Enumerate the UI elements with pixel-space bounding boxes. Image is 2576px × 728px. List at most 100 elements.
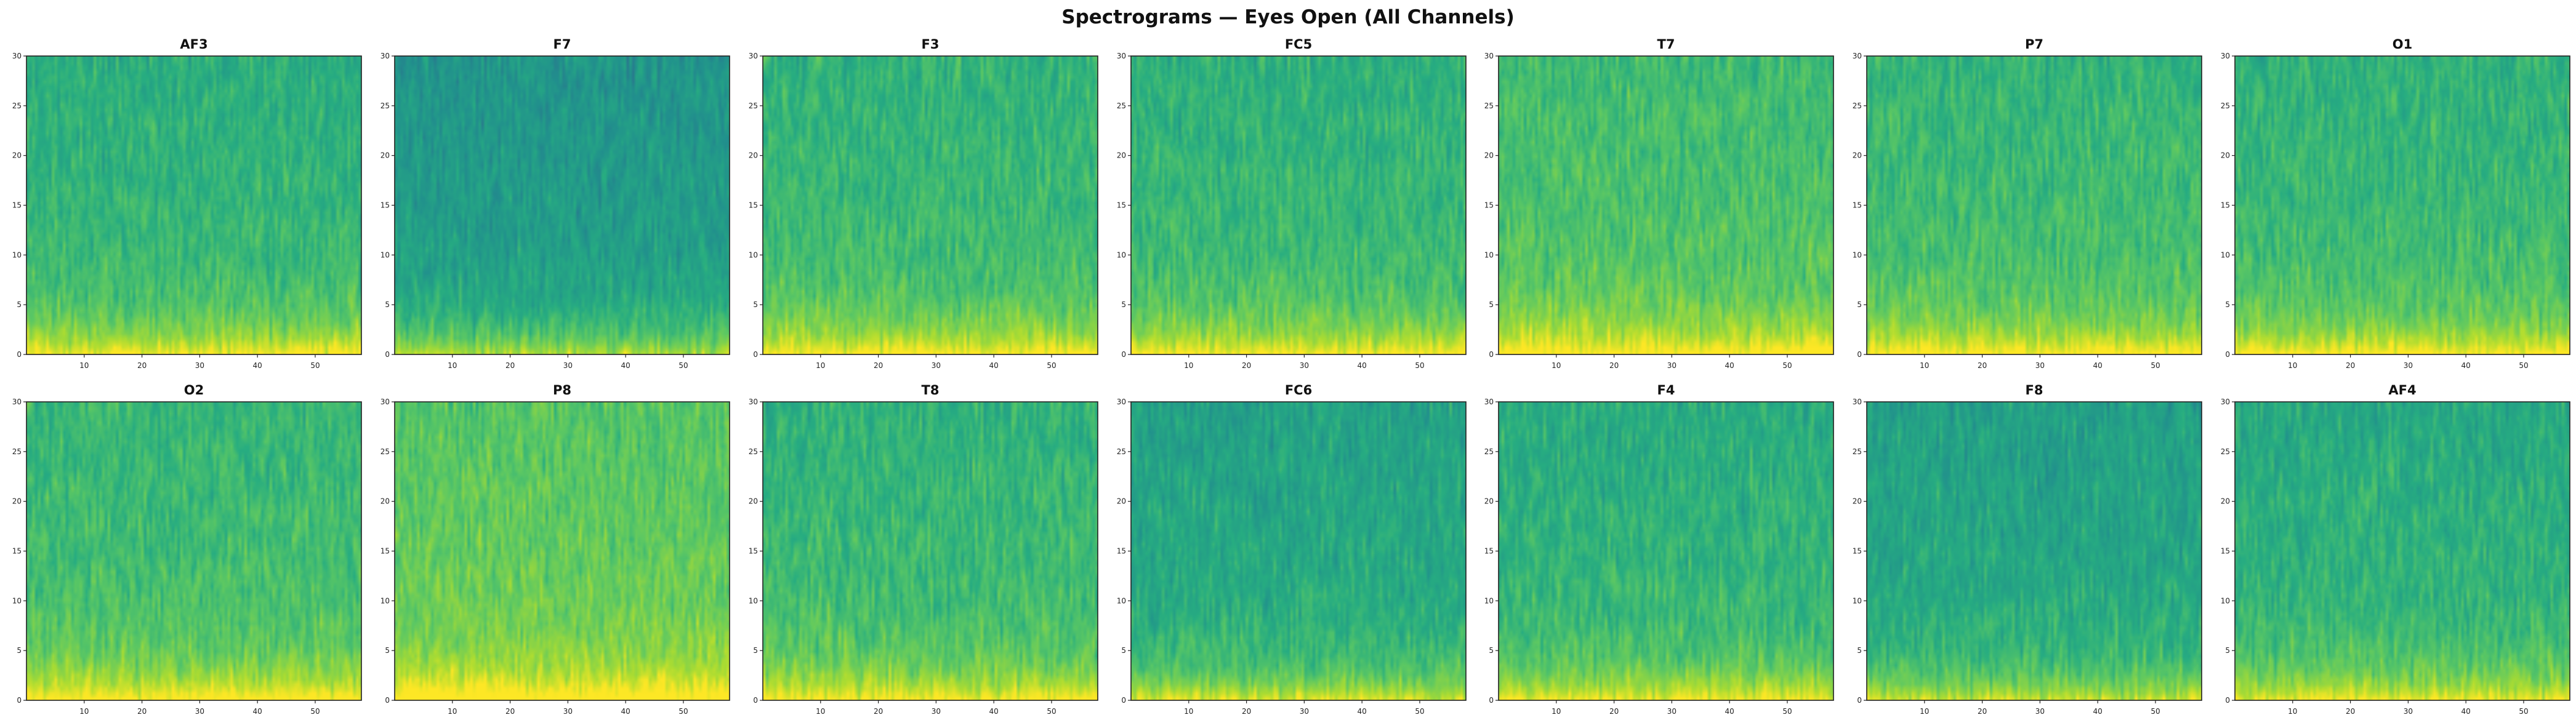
y-tick-label: 5 bbox=[753, 300, 758, 309]
x-tick-label: 40 bbox=[2093, 707, 2103, 716]
x-tick-label: 10 bbox=[2288, 707, 2297, 716]
x-tick-label: 20 bbox=[874, 707, 883, 716]
y-tick-label: 30 bbox=[2221, 52, 2230, 60]
y-tick-label: 15 bbox=[12, 201, 22, 210]
panel-title: O2 bbox=[184, 383, 204, 398]
y-tick-label: 15 bbox=[1853, 547, 1862, 556]
panel-title: AF4 bbox=[2388, 383, 2416, 398]
x-tick-label: 20 bbox=[1242, 361, 1251, 370]
y-tick-label: 10 bbox=[1117, 250, 1126, 259]
y-tick-label: 0 bbox=[1489, 696, 1494, 705]
y-tick-label: 20 bbox=[1484, 151, 1494, 160]
panel-p7: P7 0 5 10 15 20 25 30 10 20 30 40 50 bbox=[1853, 37, 2202, 370]
panel-fc6: FC6 0 5 10 15 20 25 30 10 20 30 40 50 bbox=[1117, 383, 1467, 716]
y-tick-label: 25 bbox=[12, 102, 22, 110]
y-tick-label: 0 bbox=[2225, 350, 2230, 359]
y-tick-label: 20 bbox=[1484, 497, 1494, 506]
x-tick-label: 10 bbox=[1184, 707, 1193, 716]
panel-title: F4 bbox=[1657, 383, 1675, 398]
x-tick-label: 20 bbox=[505, 707, 515, 716]
x-tick-label: 10 bbox=[816, 361, 825, 370]
y-tick-label: 25 bbox=[380, 102, 390, 110]
panel-f4: F4 0 5 10 15 20 25 30 10 20 30 40 50 bbox=[1484, 383, 1834, 716]
y-tick-label: 30 bbox=[1853, 52, 1862, 60]
x-tick-label: 40 bbox=[989, 707, 999, 716]
x-tick-label: 10 bbox=[79, 707, 89, 716]
y-tick-label: 25 bbox=[749, 102, 758, 110]
x-tick-label: 40 bbox=[253, 707, 262, 716]
y-tick-label: 15 bbox=[380, 201, 390, 210]
x-tick-label: 30 bbox=[1667, 707, 1676, 716]
x-tick-label: 10 bbox=[2288, 361, 2297, 370]
spectrogram-heatmap bbox=[763, 402, 1098, 700]
y-tick-label: 30 bbox=[1484, 398, 1494, 406]
x-tick-label: 10 bbox=[79, 361, 89, 370]
panel-title: P8 bbox=[553, 383, 571, 398]
y-tick-label: 10 bbox=[12, 596, 22, 605]
y-tick-label: 30 bbox=[749, 398, 758, 406]
y-tick-label: 20 bbox=[380, 151, 390, 160]
y-tick-label: 10 bbox=[1484, 596, 1494, 605]
panel-f3: F3 0 5 10 15 20 25 30 10 20 30 40 50 bbox=[749, 37, 1098, 370]
y-tick-label: 5 bbox=[2225, 300, 2230, 309]
x-tick-label: 10 bbox=[816, 707, 825, 716]
panel-title: O1 bbox=[2393, 37, 2412, 52]
y-tick-label: 0 bbox=[753, 350, 758, 359]
x-tick-label: 30 bbox=[195, 707, 204, 716]
x-tick-label: 20 bbox=[137, 361, 147, 370]
x-tick-label: 20 bbox=[2346, 707, 2355, 716]
y-tick-label: 30 bbox=[380, 52, 390, 60]
x-tick-label: 40 bbox=[1358, 361, 1367, 370]
y-tick-label: 5 bbox=[1121, 646, 1126, 655]
y-tick-label: 0 bbox=[1121, 696, 1126, 705]
x-tick-label: 30 bbox=[1300, 361, 1309, 370]
y-tick-label: 10 bbox=[749, 596, 758, 605]
y-tick-label: 0 bbox=[385, 696, 390, 705]
x-tick-label: 40 bbox=[253, 361, 262, 370]
y-tick-label: 25 bbox=[1117, 447, 1126, 456]
y-tick-label: 15 bbox=[1117, 547, 1126, 556]
x-tick-label: 50 bbox=[1047, 361, 1056, 370]
spectrogram-heatmap bbox=[1131, 56, 1466, 354]
y-tick-label: 0 bbox=[1857, 350, 1862, 359]
x-tick-label: 10 bbox=[448, 707, 457, 716]
x-tick-label: 10 bbox=[1552, 361, 1561, 370]
y-tick-label: 25 bbox=[1853, 447, 1862, 456]
y-tick-label: 20 bbox=[2221, 151, 2230, 160]
x-tick-label: 50 bbox=[310, 707, 320, 716]
spectrogram-heatmap bbox=[26, 402, 361, 700]
panel-t8: T8 0 5 10 15 20 25 30 10 20 30 40 50 bbox=[749, 383, 1098, 716]
panel-af3: AF3 0 5 10 15 20 25 30 10 20 30 40 50 bbox=[12, 37, 362, 370]
y-tick-label: 10 bbox=[1853, 250, 1862, 259]
x-tick-label: 50 bbox=[2519, 361, 2528, 370]
spectrogram-heatmap bbox=[2235, 56, 2570, 354]
panel-o2: O2 0 5 10 15 20 25 30 10 20 30 40 50 bbox=[12, 383, 362, 716]
y-tick-label: 15 bbox=[1853, 201, 1862, 210]
x-tick-label: 40 bbox=[621, 707, 630, 716]
y-tick-label: 25 bbox=[1484, 447, 1494, 456]
x-tick-label: 10 bbox=[1920, 361, 1929, 370]
y-tick-label: 20 bbox=[380, 497, 390, 506]
y-tick-label: 30 bbox=[12, 52, 22, 60]
y-tick-label: 0 bbox=[17, 696, 22, 705]
x-tick-label: 50 bbox=[678, 707, 688, 716]
y-tick-label: 5 bbox=[385, 300, 390, 309]
x-tick-label: 20 bbox=[874, 361, 883, 370]
y-tick-label: 25 bbox=[2221, 447, 2230, 456]
x-tick-label: 20 bbox=[1978, 707, 1987, 716]
x-tick-label: 30 bbox=[2404, 361, 2413, 370]
x-tick-label: 50 bbox=[2151, 707, 2160, 716]
y-tick-label: 15 bbox=[1484, 547, 1494, 556]
x-tick-label: 50 bbox=[678, 361, 688, 370]
y-tick-label: 5 bbox=[753, 646, 758, 655]
y-tick-label: 25 bbox=[1853, 102, 1862, 110]
y-tick-label: 15 bbox=[2221, 547, 2230, 556]
y-tick-label: 5 bbox=[385, 646, 390, 655]
y-tick-label: 15 bbox=[1117, 201, 1126, 210]
x-tick-label: 50 bbox=[1415, 707, 1424, 716]
spectrogram-heatmap bbox=[1867, 402, 2202, 700]
x-tick-label: 30 bbox=[2404, 707, 2413, 716]
y-tick-label: 20 bbox=[1117, 497, 1126, 506]
spectrogram-heatmap bbox=[26, 56, 361, 354]
y-tick-label: 20 bbox=[1853, 497, 1862, 506]
